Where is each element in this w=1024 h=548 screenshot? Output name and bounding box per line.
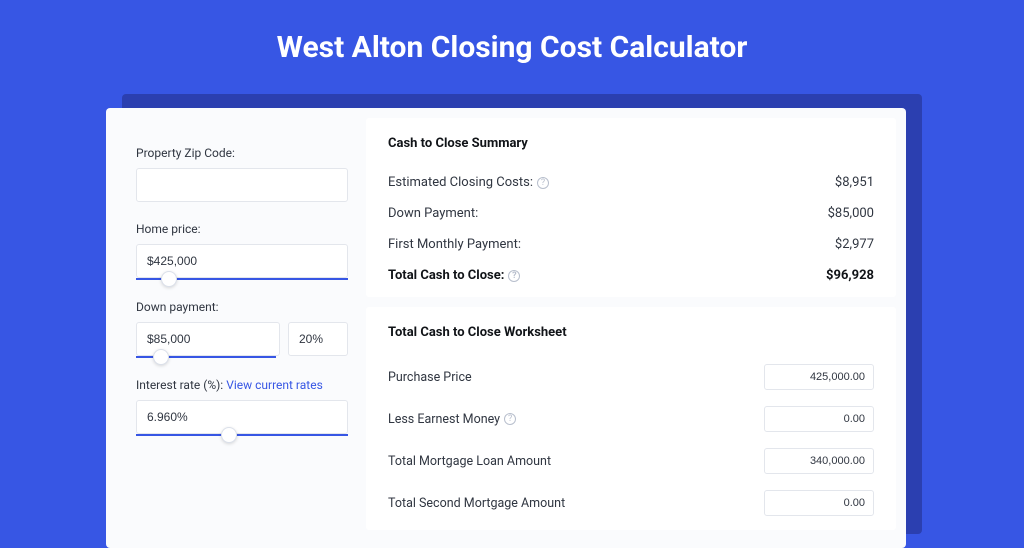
- zip-label: Property Zip Code:: [136, 146, 348, 160]
- slider-thumb[interactable]: [221, 427, 237, 443]
- worksheet-input[interactable]: [764, 448, 874, 474]
- field-home-price: Home price:: [136, 222, 348, 280]
- summary-label-text: Total Cash to Close:: [388, 268, 504, 283]
- summary-value: $85,000: [828, 206, 874, 221]
- home-price-slider[interactable]: [136, 278, 348, 280]
- summary-value: $8,951: [835, 175, 874, 190]
- worksheet-label-text: Purchase Price: [388, 370, 472, 385]
- worksheet-input[interactable]: [764, 364, 874, 390]
- summary-row: Down Payment: $85,000: [388, 198, 874, 229]
- down-payment-slider[interactable]: [136, 356, 276, 358]
- help-icon[interactable]: ?: [508, 270, 520, 282]
- summary-label-text: Down Payment:: [388, 206, 478, 221]
- worksheet-input[interactable]: [764, 406, 874, 432]
- slider-thumb[interactable]: [153, 349, 169, 365]
- summary-title: Cash to Close Summary: [388, 136, 874, 151]
- summary-value: $96,928: [826, 268, 874, 283]
- worksheet-label-text: Less Earnest Money: [388, 412, 500, 427]
- worksheet-row: Total Second Mortgage Amount: [388, 482, 874, 524]
- summary-value: $2,977: [835, 237, 874, 252]
- interest-rate-input[interactable]: [136, 400, 348, 434]
- home-price-label: Home price:: [136, 222, 348, 236]
- field-down-payment: Down payment:: [136, 300, 348, 358]
- help-icon[interactable]: ?: [537, 177, 549, 189]
- summary-panel: Cash to Close Summary Estimated Closing …: [366, 118, 896, 297]
- worksheet-input[interactable]: [764, 490, 874, 516]
- worksheet-label-text: Total Second Mortgage Amount: [388, 496, 565, 511]
- help-icon[interactable]: ?: [504, 413, 516, 425]
- summary-label-text: Estimated Closing Costs:: [388, 175, 533, 190]
- view-rates-link[interactable]: View current rates: [226, 378, 323, 392]
- zip-input[interactable]: [136, 168, 348, 202]
- inputs-column: Property Zip Code: Home price: Down paym…: [116, 118, 356, 548]
- worksheet-row: Less Earnest Money ?: [388, 398, 874, 440]
- summary-row-total: Total Cash to Close: ? $96,928: [388, 260, 874, 291]
- field-zip: Property Zip Code:: [136, 146, 348, 202]
- down-payment-pct-input[interactable]: [288, 322, 348, 356]
- down-payment-label: Down payment:: [136, 300, 348, 314]
- worksheet-panel: Total Cash to Close Worksheet Purchase P…: [366, 307, 896, 530]
- interest-rate-label: Interest rate (%): View current rates: [136, 378, 348, 392]
- field-interest-rate: Interest rate (%): View current rates: [136, 378, 348, 436]
- results-column: Cash to Close Summary Estimated Closing …: [366, 118, 896, 548]
- slider-thumb[interactable]: [161, 271, 177, 287]
- summary-row: First Monthly Payment: $2,977: [388, 229, 874, 260]
- worksheet-row: Total Mortgage Loan Amount: [388, 440, 874, 482]
- summary-row: Estimated Closing Costs: ? $8,951: [388, 167, 874, 198]
- worksheet-label-text: Total Mortgage Loan Amount: [388, 454, 551, 469]
- interest-rate-label-text: Interest rate (%):: [136, 378, 223, 392]
- summary-label-text: First Monthly Payment:: [388, 237, 521, 252]
- page-title: West Alton Closing Cost Calculator: [0, 0, 1024, 89]
- interest-rate-slider[interactable]: [136, 434, 348, 436]
- worksheet-row: Purchase Price: [388, 356, 874, 398]
- worksheet-title: Total Cash to Close Worksheet: [388, 325, 874, 340]
- calculator-card: Property Zip Code: Home price: Down paym…: [106, 108, 906, 548]
